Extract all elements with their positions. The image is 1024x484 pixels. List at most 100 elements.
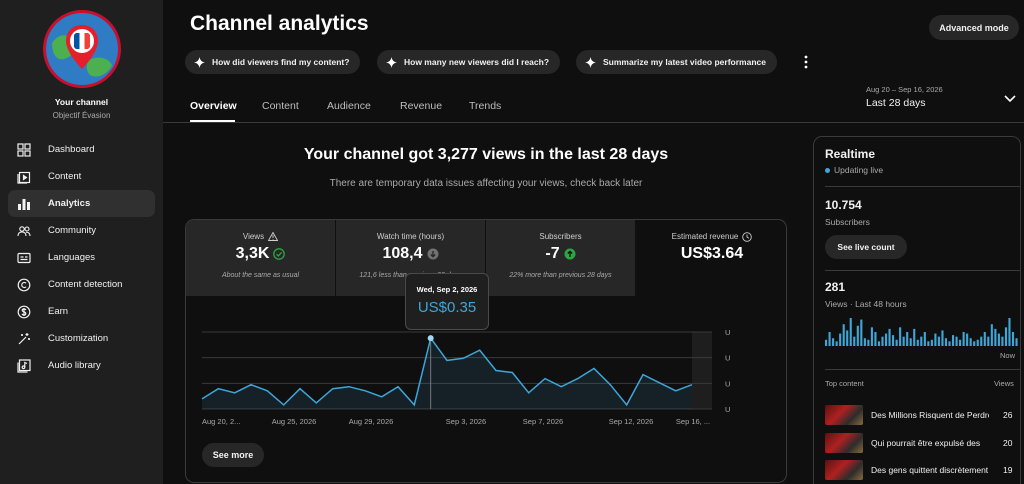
sidebar-item-community[interactable]: Community (8, 217, 155, 244)
realtime-bar (976, 339, 979, 346)
x-tick-label: Aug 20, 2... (202, 417, 240, 426)
live-dot-icon (825, 167, 830, 173)
views-headline: Your channel got 3,277 views in the last… (303, 146, 669, 163)
realtime-bar (849, 318, 852, 346)
sidebar-item-dashboard[interactable]: Dashboard (8, 136, 155, 163)
chip-new-viewers[interactable]: How many new viewers did I reach? (377, 50, 561, 74)
realtime-bar (909, 338, 912, 346)
metric-subscribers[interactable]: Subscribers -7 22% more than previous 28… (486, 220, 636, 296)
sidebar-item-label: Dashboard (48, 144, 95, 155)
chip-label: How did viewers find my content? (212, 57, 350, 67)
realtime-bar (944, 338, 948, 346)
sidebar-item-content-detection[interactable]: Content detection (8, 271, 155, 298)
sidebar-item-audio-library[interactable]: Audio library (8, 352, 155, 379)
video-thumbnail[interactable] (825, 405, 863, 425)
realtime-bar (994, 328, 997, 346)
tab-overview[interactable]: Overview (190, 100, 237, 112)
realtime-bar (937, 336, 940, 346)
realtime-bar (969, 338, 972, 346)
tab-audience[interactable]: Audience (327, 100, 371, 112)
sidebar-item-content[interactable]: Content (8, 163, 155, 190)
chevron-down-icon[interactable] (1003, 93, 1017, 105)
metric-label: Estimated revenue (636, 232, 786, 242)
sidebar-item-label: Analytics (48, 198, 91, 209)
realtime-bar (892, 335, 895, 346)
realtime-bar (920, 336, 923, 346)
sidebar-item-label: Customization (48, 333, 109, 344)
more-options-icon[interactable] (802, 54, 810, 70)
sidebar-item-label: Audio library (48, 360, 101, 371)
sparkle-icon (585, 56, 596, 68)
realtime-bar (916, 339, 919, 346)
realtime-bar (832, 338, 835, 346)
realtime-bar (870, 327, 873, 346)
realtime-bar (997, 333, 1000, 346)
realtime-bar (913, 328, 916, 346)
languages-icon (17, 251, 31, 265)
metric-views[interactable]: Views 3,3K About the same as usual (186, 220, 336, 296)
realtime-bar (959, 339, 962, 346)
metric-label: Views (186, 232, 335, 242)
realtime-bar (1008, 318, 1011, 346)
chart-partial-data-region (692, 332, 712, 409)
see-live-count-button[interactable]: See live count (825, 235, 907, 259)
chip-summarize-latest-video[interactable]: Summarize my latest video performance (576, 50, 777, 74)
realtime-now-label: Now (1000, 351, 1016, 360)
sidebar-item-customization[interactable]: Customization (8, 325, 155, 352)
metric-sub: 22% more than previous 28 days (509, 272, 612, 279)
sidebar-item-analytics[interactable]: Analytics (8, 190, 155, 217)
metric-sub: About the same as usual (221, 272, 300, 279)
metric-estimated-revenue[interactable]: Estimated revenue US$3.64 (636, 220, 786, 296)
revenue-line-chart[interactable]: US$0.38 US$0.25 US$0.13 US$0.00 Aug 20, 2...… (185, 320, 730, 432)
analytics-icon (17, 197, 31, 211)
date-range[interactable]: Aug 20 – Sep 16, 2026 (866, 85, 943, 94)
tab-revenue[interactable]: Revenue (400, 100, 443, 112)
chip-viewers-find-content[interactable]: How did viewers find my content? (185, 50, 361, 74)
metric-value: 3,3K (186, 245, 335, 263)
sidebar-item-earn[interactable]: Earn (8, 298, 155, 325)
x-tick-label: Sep 3, 2026 (446, 417, 486, 426)
realtime-bar (825, 339, 828, 346)
sidebar-nav: Dashboard Content Analytics Community La… (8, 136, 155, 379)
realtime-bar (828, 332, 831, 346)
realtime-bar (856, 325, 859, 346)
realtime-bar (835, 341, 838, 346)
realtime-bar (902, 336, 905, 346)
tab-trends[interactable]: Trends (469, 100, 502, 112)
advanced-mode-button[interactable]: Advanced mode (929, 15, 1019, 40)
y-tick-label: US$0.38 (725, 328, 730, 337)
video-title[interactable]: Des gens quittent discrètement (871, 465, 989, 475)
channel-avatar[interactable] (43, 10, 121, 88)
realtime-views-bar-chart[interactable] (825, 317, 1019, 347)
realtime-views-count: 281 (825, 280, 846, 294)
top-content-row[interactable]: Des gens quittent discrètement 19 (825, 460, 1020, 480)
y-tick-label: US$0.13 (725, 379, 730, 388)
realtime-bar (881, 336, 884, 346)
realtime-bar (973, 341, 976, 346)
sidebar-item-languages[interactable]: Languages (8, 244, 155, 271)
x-tick-label: Sep 12, 2026 (609, 417, 654, 426)
chart-tooltip: Wed, Sep 2, 2026 US$0.35 (405, 273, 489, 330)
video-title[interactable]: Qui pourrait être expulsé des (871, 438, 981, 448)
realtime-bar (983, 332, 986, 346)
dollar-icon (17, 305, 31, 319)
tab-content[interactable]: Content (262, 100, 299, 112)
clock-icon (742, 232, 753, 242)
realtime-subscribers-label: Subscribers (825, 217, 870, 227)
chip-label: Summarize my latest video performance (603, 57, 766, 67)
arrow-up-circle-icon (564, 248, 576, 260)
video-title[interactable]: Des Millions Risquent de Perdre (871, 410, 989, 420)
see-more-button[interactable]: See more (202, 443, 264, 467)
video-thumbnail[interactable] (825, 460, 863, 480)
date-period-label[interactable]: Last 28 days (866, 97, 926, 109)
realtime-bar (863, 338, 866, 346)
tooltip-date: Wed, Sep 2, 2026 (416, 285, 478, 294)
realtime-bar (888, 328, 891, 346)
metric-value: 108,4 (336, 245, 485, 263)
top-content-row[interactable]: Des Millions Risquent de Perdre 26 (825, 405, 1020, 425)
realtime-bar (948, 341, 951, 346)
video-thumbnail[interactable] (825, 433, 863, 453)
sidebar-item-label: Content (48, 171, 82, 182)
top-content-row[interactable]: Qui pourrait être expulsé des 20 (825, 433, 1020, 453)
